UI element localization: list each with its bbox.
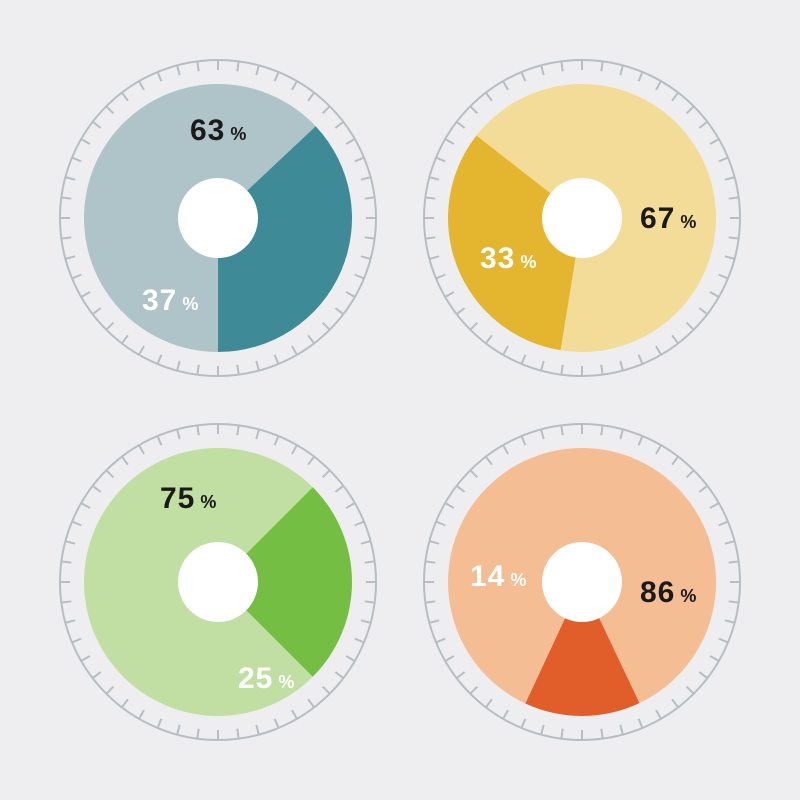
center-hole <box>542 542 622 622</box>
percent-sign: % <box>177 294 198 314</box>
slice-value: 37 <box>142 284 177 317</box>
slice-label: 14 % <box>470 560 526 594</box>
infographic-stage: 63 %37 %67 %33 %75 %25 %86 %14 % <box>0 0 800 800</box>
slice-label: 33 % <box>480 242 536 276</box>
percent-sign: % <box>273 672 294 692</box>
percent-sign: % <box>515 252 536 272</box>
slice-value: 86 <box>640 576 675 609</box>
center-hole <box>178 542 258 622</box>
slice-value: 63 <box>190 114 225 147</box>
slice-value: 25 <box>238 662 273 695</box>
center-hole <box>542 178 622 258</box>
dial-svg <box>56 56 380 380</box>
center-hole <box>178 178 258 258</box>
slice-label: 25 % <box>238 662 294 696</box>
slice-value: 67 <box>640 202 675 235</box>
slice-label: 75 % <box>160 482 216 516</box>
percent-sign: % <box>505 570 526 590</box>
percent-sign: % <box>675 212 696 232</box>
dial-svg <box>56 420 380 744</box>
slice-label: 86 % <box>640 576 696 610</box>
slice-label: 67 % <box>640 202 696 236</box>
slice-value: 14 <box>470 560 505 593</box>
slice-value: 33 <box>480 242 515 275</box>
percent-sign: % <box>195 492 216 512</box>
percent-sign: % <box>675 586 696 606</box>
slice-label: 37 % <box>142 284 198 318</box>
dial-green <box>56 420 380 744</box>
percent-sign: % <box>225 124 246 144</box>
slice-value: 75 <box>160 482 195 515</box>
dial-teal <box>56 56 380 380</box>
slice-label: 63 % <box>190 114 246 148</box>
